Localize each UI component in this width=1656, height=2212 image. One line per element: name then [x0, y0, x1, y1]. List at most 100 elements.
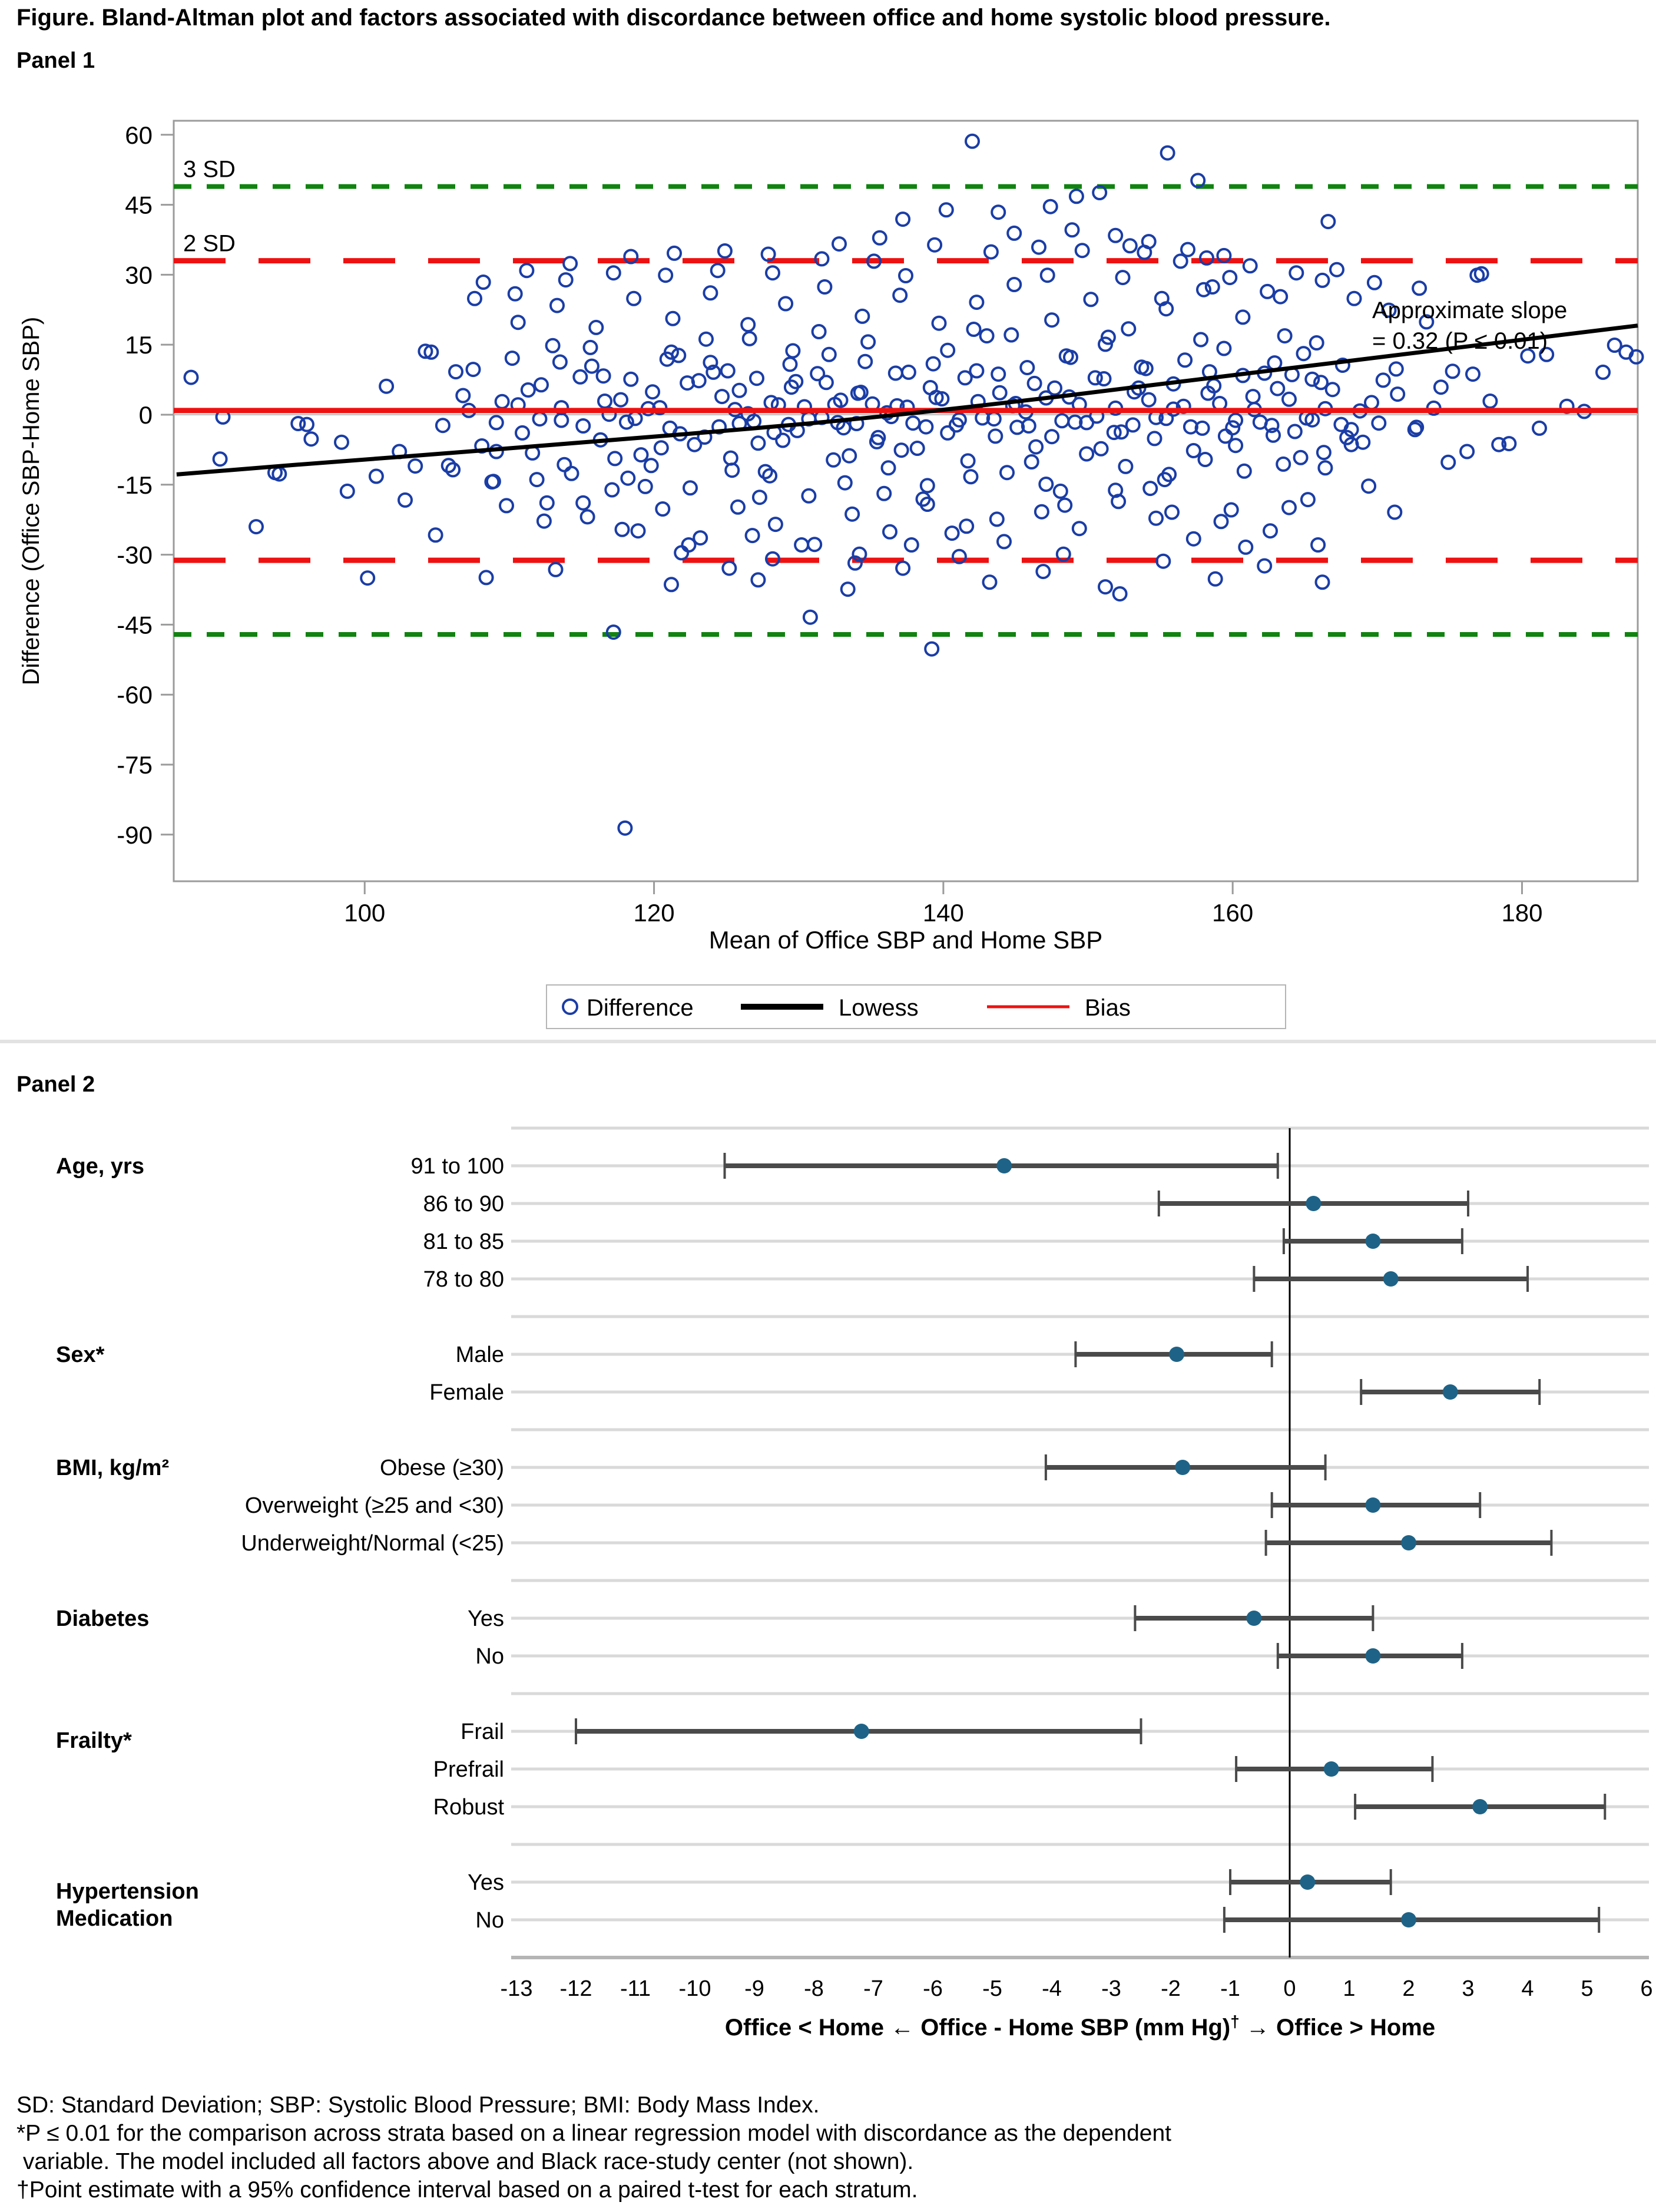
scatter-point [1185, 531, 1201, 547]
scatter-point [575, 495, 591, 511]
scatter-point [833, 392, 849, 408]
forest-x-tick-label: 4 [1521, 1976, 1534, 2001]
forest-x-tick-label: -9 [744, 1976, 764, 2001]
y-tick-label: -45 [117, 611, 153, 639]
scatter-point [379, 378, 395, 394]
scatter-point [801, 488, 817, 504]
scatter-point [1333, 416, 1349, 432]
scatter-point [741, 330, 757, 346]
scatter-point [1064, 222, 1080, 238]
scatter-point [1173, 253, 1188, 269]
scatter-point [983, 244, 999, 260]
scatter-point [924, 641, 940, 657]
scatter-point [866, 253, 882, 269]
scatter-point [810, 366, 826, 382]
scatter-point [1185, 443, 1201, 458]
scatter-point [1204, 279, 1220, 295]
x-tick-label: 160 [1212, 899, 1253, 927]
scatter-point [1346, 290, 1362, 306]
scatter-point [548, 561, 564, 577]
scatter-point [693, 530, 708, 546]
scatter-point [1316, 445, 1332, 461]
scatter-point [475, 275, 491, 290]
scatter-point [398, 492, 413, 508]
scatter-point [959, 518, 975, 534]
forest-group-label: Age, yrs [56, 1154, 144, 1179]
scatter-point [1276, 456, 1291, 472]
scatter-point [554, 400, 569, 416]
scatter-point [1141, 392, 1157, 408]
scatter-point [1141, 234, 1157, 250]
scatter-point [1238, 539, 1254, 555]
scatter-point [895, 211, 911, 227]
scatter-point [549, 297, 565, 313]
scatter-point [934, 391, 950, 406]
y-tick-label: 30 [125, 261, 153, 289]
scatter-point [909, 441, 925, 456]
scatter-point [1083, 292, 1099, 308]
scatter-point [575, 418, 591, 434]
scatter-point [1266, 427, 1281, 443]
x-tick-label: 120 [634, 899, 675, 927]
scatter-point [620, 470, 636, 486]
scatter-point [915, 491, 931, 507]
scatter-point [1115, 270, 1131, 286]
scatter-point [1047, 380, 1062, 396]
scatter-point [1465, 366, 1481, 382]
scatter-point [1216, 247, 1232, 263]
scatter-point [441, 458, 456, 474]
scatter-point [467, 290, 482, 306]
scatter-point [1147, 431, 1162, 447]
y-tick-label: -30 [117, 541, 153, 569]
scatter-point [1108, 227, 1124, 243]
scatter-point [762, 468, 778, 484]
scatter-point [872, 230, 887, 246]
scatter-point [992, 385, 1008, 401]
forest-x-tick-label: 1 [1343, 1976, 1355, 2001]
scatter-point [183, 369, 199, 385]
scatter-point [1125, 417, 1141, 433]
scatter-point [515, 425, 530, 441]
scatter-point [1161, 467, 1177, 482]
scatter-point [484, 474, 500, 490]
forest-category-label: 81 to 85 [423, 1229, 504, 1254]
scatter-point [1459, 444, 1475, 459]
forest-category-label: Overweight (≥25 and <30) [245, 1493, 504, 1518]
scatter-point [1148, 510, 1164, 526]
scatter-point [633, 447, 649, 463]
scatter-point [710, 263, 726, 279]
scatter-point [1054, 413, 1070, 429]
scatter-point [1098, 336, 1113, 352]
scatter-point [900, 364, 916, 380]
scatter-point [750, 572, 766, 588]
scatter-point [558, 272, 574, 288]
forest-group-label: Medication [56, 1906, 173, 1931]
scatter-point [880, 460, 896, 476]
scatter-point [821, 346, 837, 362]
scatter-point [802, 609, 818, 625]
scatter-point [1317, 460, 1333, 476]
forest-x-tick-label: -2 [1161, 1976, 1181, 2001]
scatter-point [572, 369, 588, 385]
scatter-point [1003, 327, 1019, 343]
scatter-point [1242, 258, 1258, 274]
scatter-point [1607, 338, 1622, 353]
scatter-point [588, 319, 604, 335]
scatter-point [655, 501, 671, 517]
scatter-point [1042, 199, 1058, 214]
forest-x-tick-label: 2 [1402, 1976, 1415, 2001]
forest-category-label: Frail [461, 1720, 504, 1744]
scatter-point [1375, 372, 1391, 388]
scatter-point [966, 322, 982, 337]
scatter-point [711, 419, 727, 435]
scatter-point [1038, 477, 1054, 492]
scatter-point [1304, 371, 1320, 387]
forest-point-estimate [1365, 1497, 1381, 1513]
scatter-point [765, 551, 780, 567]
forest-point-estimate [1365, 1234, 1381, 1249]
forest-category-label: No [475, 1644, 504, 1669]
scatter-point [519, 263, 535, 279]
scatter-point [1190, 173, 1206, 189]
scatter-point [368, 468, 384, 484]
